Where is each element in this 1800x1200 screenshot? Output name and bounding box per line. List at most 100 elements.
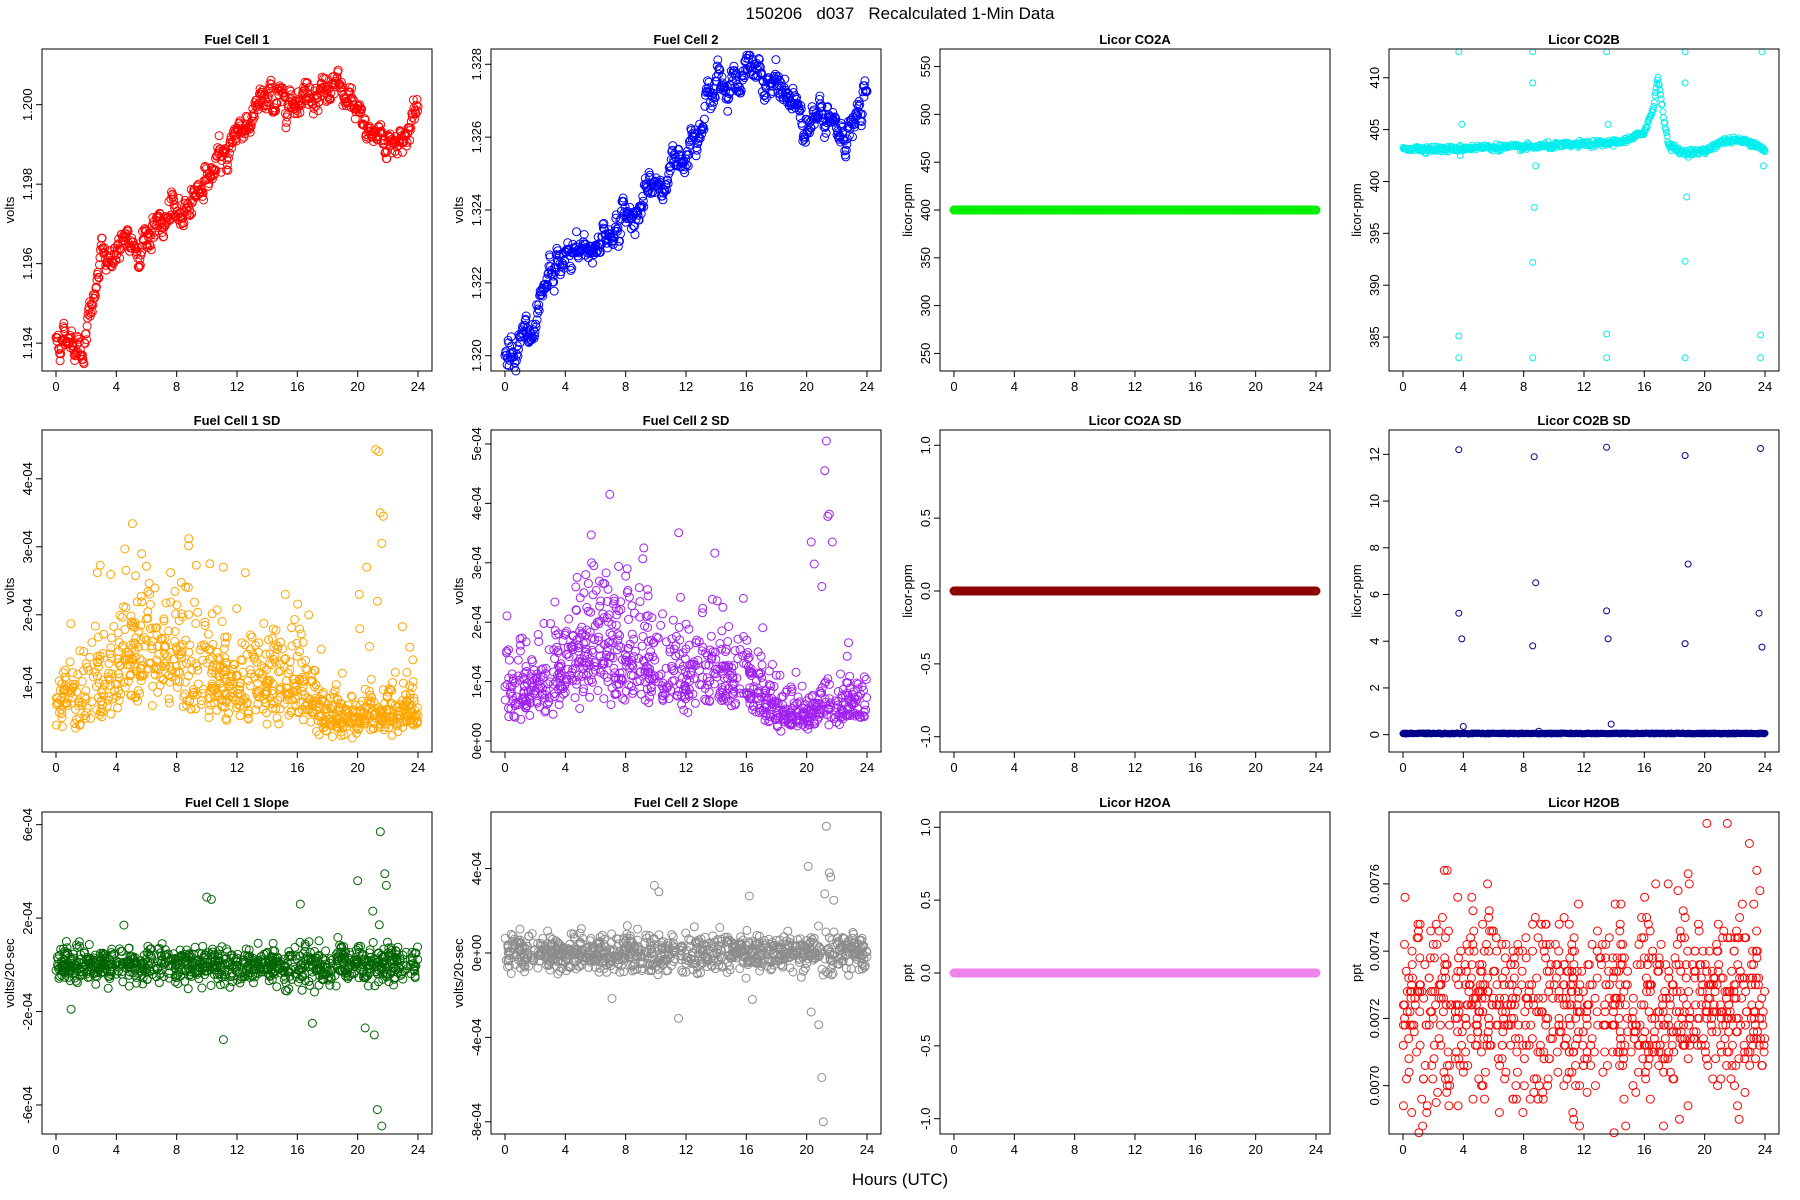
data-point xyxy=(621,571,631,581)
y-tick-label: 3e-04 xyxy=(20,530,35,563)
data-point xyxy=(797,681,807,691)
data-point xyxy=(67,326,76,336)
x-tick-label: 8 xyxy=(622,379,629,394)
data-point xyxy=(613,629,623,639)
y-axis-label: licor-ppm xyxy=(900,564,915,617)
data-point xyxy=(513,655,523,665)
panel-title: Fuel Cell 1 xyxy=(204,32,269,47)
data-point xyxy=(144,578,154,588)
data-point xyxy=(135,260,145,270)
data-point xyxy=(182,658,191,668)
x-tick-label: 0 xyxy=(501,760,508,775)
data-point xyxy=(331,680,341,690)
data-point xyxy=(707,594,717,604)
x-tick-label: 24 xyxy=(1309,379,1323,394)
data-point xyxy=(225,148,234,158)
panel-title: Fuel Cell 1 SD xyxy=(194,413,281,428)
data-point xyxy=(159,232,169,241)
data-point xyxy=(605,628,615,638)
data-point xyxy=(601,568,611,578)
data-point xyxy=(639,543,649,553)
data-point xyxy=(100,243,110,253)
data-point xyxy=(1603,330,1611,338)
data-point xyxy=(1532,162,1540,170)
data-point xyxy=(170,586,180,596)
y-tick-label: 500 xyxy=(918,104,933,126)
plot-frame xyxy=(41,48,433,372)
y-tick-label: 1.328 xyxy=(469,48,484,81)
data-point xyxy=(564,614,574,624)
data-point xyxy=(1603,48,1611,56)
data-point xyxy=(1758,48,1766,56)
data-point xyxy=(827,537,837,547)
data-point xyxy=(245,681,255,691)
y-tick-label: 1.326 xyxy=(469,121,484,154)
data-point xyxy=(821,436,831,446)
data-point xyxy=(698,603,708,613)
data-point xyxy=(198,188,208,198)
points xyxy=(1399,443,1769,738)
data-point xyxy=(354,589,364,599)
x-tick-label: 8 xyxy=(173,379,180,394)
y-tick-label: 0e+00 xyxy=(469,723,484,760)
data-point xyxy=(191,560,201,570)
data-point xyxy=(842,651,852,661)
data-point xyxy=(753,647,763,657)
data-point xyxy=(240,568,250,578)
y-tick-label: 1.320 xyxy=(469,339,484,372)
plot-frame xyxy=(1388,48,1780,372)
data-point xyxy=(75,345,85,355)
y-tick-label: 250 xyxy=(918,343,933,365)
y-tick-label: 350 xyxy=(918,247,933,269)
y-tick-label: 5e-04 xyxy=(469,427,484,460)
y-tick-label: 1.200 xyxy=(20,88,35,121)
data-point xyxy=(295,624,305,634)
y-tick-label: 4e-04 xyxy=(20,462,35,495)
data-point xyxy=(153,687,163,697)
x-tick-label: 16 xyxy=(290,760,304,775)
data-point xyxy=(1529,258,1537,266)
y-tick-label: 410 xyxy=(1367,67,1382,89)
points xyxy=(949,205,1321,215)
data-point xyxy=(98,244,108,254)
data-point xyxy=(408,655,418,665)
data-point xyxy=(656,620,666,630)
x-tick-label: 12 xyxy=(679,379,693,394)
data-point xyxy=(723,637,733,646)
data-point xyxy=(166,597,176,607)
x-tick-label: 8 xyxy=(622,760,629,775)
data-point xyxy=(640,621,650,631)
data-point xyxy=(572,227,581,237)
data-point xyxy=(51,720,61,730)
data-point xyxy=(77,677,87,687)
data-point xyxy=(387,730,397,740)
data-point xyxy=(295,95,305,105)
data-point xyxy=(724,622,734,631)
data-point xyxy=(116,245,126,254)
data-point xyxy=(544,645,554,655)
data-point xyxy=(817,582,827,591)
x-tick-label: 24 xyxy=(860,760,874,775)
x-tick-label: 24 xyxy=(860,379,874,394)
data-point xyxy=(169,195,179,204)
data-point xyxy=(1760,162,1767,170)
data-point xyxy=(595,601,605,611)
data-point xyxy=(166,210,175,220)
y-tick-label: 1.198 xyxy=(20,168,35,201)
x-tick-label: 4 xyxy=(1460,379,1467,394)
x-tick-label: 20 xyxy=(1248,760,1262,775)
data-point xyxy=(1529,354,1537,362)
data-point xyxy=(676,592,685,602)
data-point xyxy=(1458,120,1466,128)
y-tick-label: 1.0 xyxy=(918,436,933,454)
data-point xyxy=(212,647,222,657)
data-point xyxy=(1757,354,1764,362)
x-tick-label: 24 xyxy=(1309,760,1323,775)
data-point xyxy=(1681,48,1689,56)
data-point xyxy=(224,153,233,163)
data-point xyxy=(699,114,709,124)
x-tick-label: 4 xyxy=(562,760,569,775)
data-point xyxy=(1650,99,1658,107)
x-tick-label: 24 xyxy=(411,760,425,775)
data-point xyxy=(575,704,585,713)
